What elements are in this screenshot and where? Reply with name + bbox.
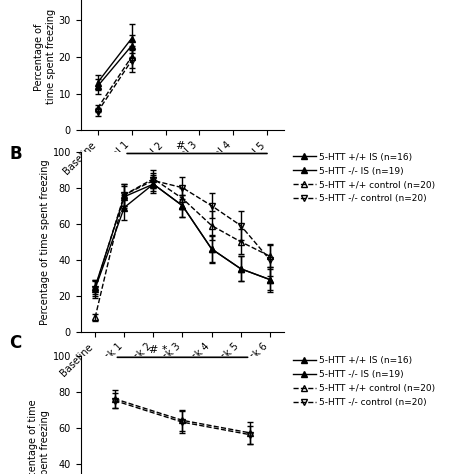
Y-axis label: Percentage of
time spent freezing: Percentage of time spent freezing <box>34 9 56 104</box>
Y-axis label: Percentage of time spent freezing: Percentage of time spent freezing <box>40 159 50 325</box>
Legend: 5-HTT +/+ IS (n=16), 5-HTT -/- IS (n=19), 5-HTT +/+ control (n=20), 5-HTT -/- co: 5-HTT +/+ IS (n=16), 5-HTT -/- IS (n=19)… <box>293 356 435 407</box>
Text: B: B <box>9 145 22 163</box>
Text: # *: # * <box>149 345 167 355</box>
Y-axis label: Percentage of time
spent freezing: Percentage of time spent freezing <box>28 399 50 474</box>
Text: C: C <box>9 334 22 352</box>
Text: #: # <box>175 141 184 151</box>
Legend: 5-HTT +/+ IS (n=16), 5-HTT -/- IS (n=19), 5-HTT +/+ control (n=20), 5-HTT -/- co: 5-HTT +/+ IS (n=16), 5-HTT -/- IS (n=19)… <box>293 153 435 203</box>
